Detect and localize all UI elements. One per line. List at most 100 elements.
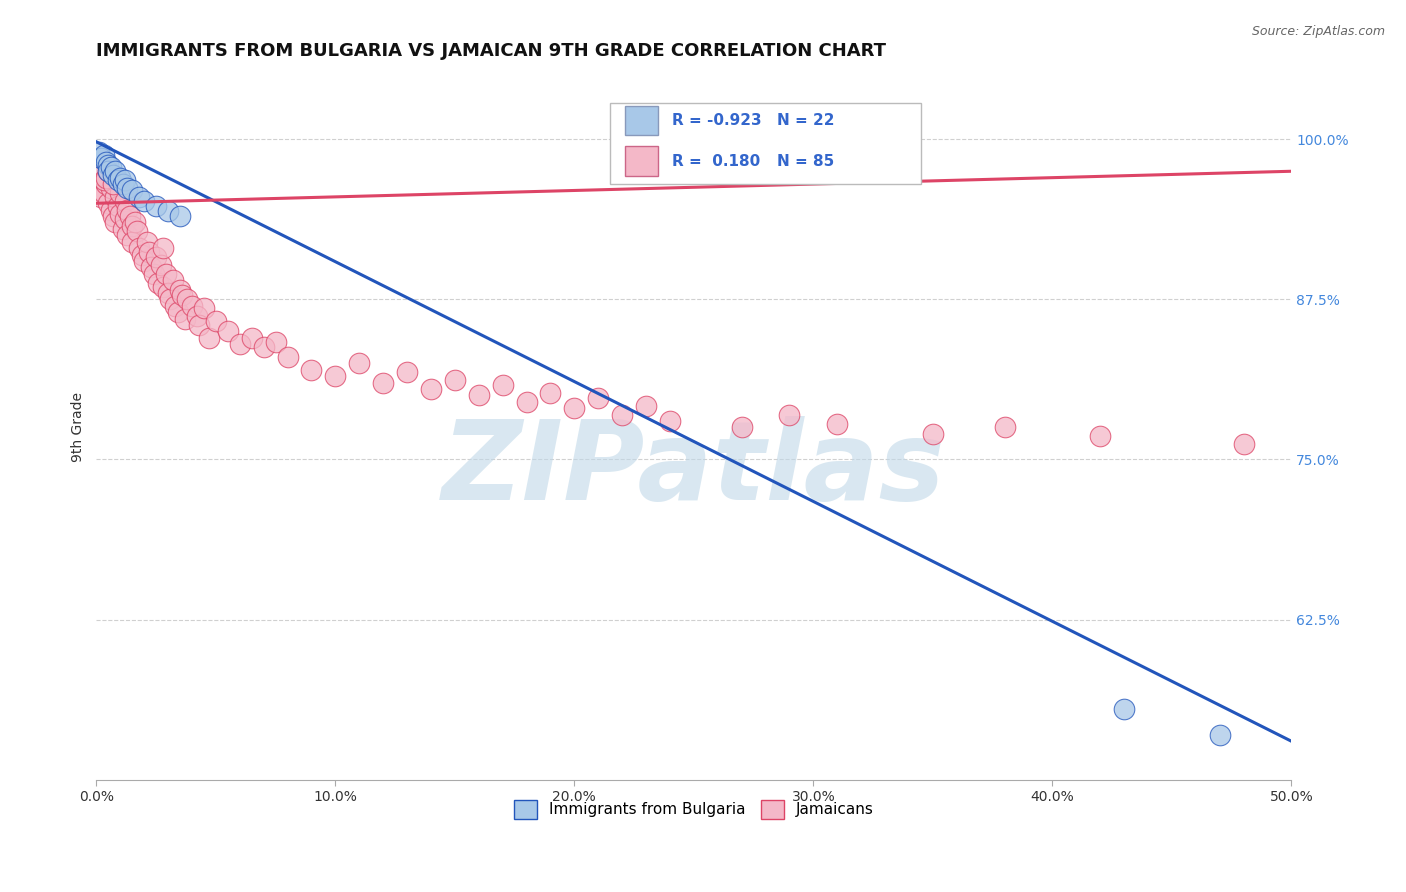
Point [134,194,156,208]
Point [165,299,187,313]
Point [114,173,136,187]
Point [94,155,117,169]
Point [538,385,561,400]
Point [97,164,120,178]
Point [444,373,467,387]
Point [562,401,585,416]
Point [104,215,127,229]
Point [1088,429,1111,443]
Point [138,244,160,259]
Point [492,378,515,392]
Point [658,414,681,428]
Point [125,224,148,238]
Point [93,173,115,187]
Point [90,190,112,204]
Point [111,177,134,191]
Point [104,190,127,204]
Point [97,196,120,211]
Y-axis label: 9th Grade: 9th Grade [72,392,86,462]
Text: ZIPatlas: ZIPatlas [441,417,946,524]
Point [586,391,609,405]
Text: R =  0.180: R = 0.180 [672,153,761,169]
Point [100,181,122,195]
Text: N = 22: N = 22 [778,113,835,128]
Point [117,181,139,195]
Point [217,324,239,338]
Point [169,209,191,223]
Point [193,301,215,316]
Point [101,168,124,182]
Point [157,285,180,300]
Point [114,194,136,208]
Point [229,337,252,351]
Point [172,288,194,302]
Point [101,209,124,223]
Point [157,204,180,219]
Point [921,426,943,441]
Point [188,318,211,332]
Point [152,241,174,255]
Point [141,260,163,275]
Point [169,284,191,298]
Point [264,334,287,349]
Point [110,186,132,200]
Point [373,376,395,390]
Point [110,170,132,185]
Point [1232,437,1254,451]
Point [121,219,143,234]
Point [128,241,150,255]
Point [104,164,127,178]
Point [145,250,167,264]
Point [825,417,848,431]
Point [186,309,208,323]
Point [1112,702,1135,716]
Point [114,211,136,226]
Point [277,350,299,364]
Point [121,235,143,249]
Point [396,365,419,379]
Point [253,340,276,354]
Point [128,190,150,204]
Text: N = 85: N = 85 [778,153,835,169]
Point [181,299,204,313]
Point [145,199,167,213]
Point [111,222,134,236]
Text: Source: ZipAtlas.com: Source: ZipAtlas.com [1251,25,1385,38]
Point [166,305,188,319]
Point [110,206,132,220]
Point [134,254,156,268]
Point [101,177,124,191]
Point [162,273,184,287]
Point [90,152,112,166]
Point [240,331,263,345]
Point [148,276,170,290]
Point [197,331,219,345]
Point [118,209,141,223]
Point [468,388,491,402]
Point [325,369,347,384]
Point [149,258,172,272]
Point [124,215,146,229]
Text: IMMIGRANTS FROM BULGARIA VS JAMAICAN 9TH GRADE CORRELATION CHART: IMMIGRANTS FROM BULGARIA VS JAMAICAN 9TH… [97,42,886,60]
Point [610,408,633,422]
Point [159,293,181,307]
Point [131,247,153,261]
Point [142,267,165,281]
Point [87,145,110,159]
Bar [624,106,658,136]
Point [87,184,110,198]
Bar [624,146,658,176]
Point [100,202,122,217]
Point [301,363,323,377]
Point [135,235,157,249]
Point [730,420,752,434]
Text: R = -0.923: R = -0.923 [672,113,762,128]
Point [349,356,371,370]
Point [90,168,112,182]
Point [97,158,120,172]
Point [778,408,800,422]
Point [97,164,120,178]
Point [117,228,139,243]
Point [205,314,228,328]
Point [993,420,1015,434]
